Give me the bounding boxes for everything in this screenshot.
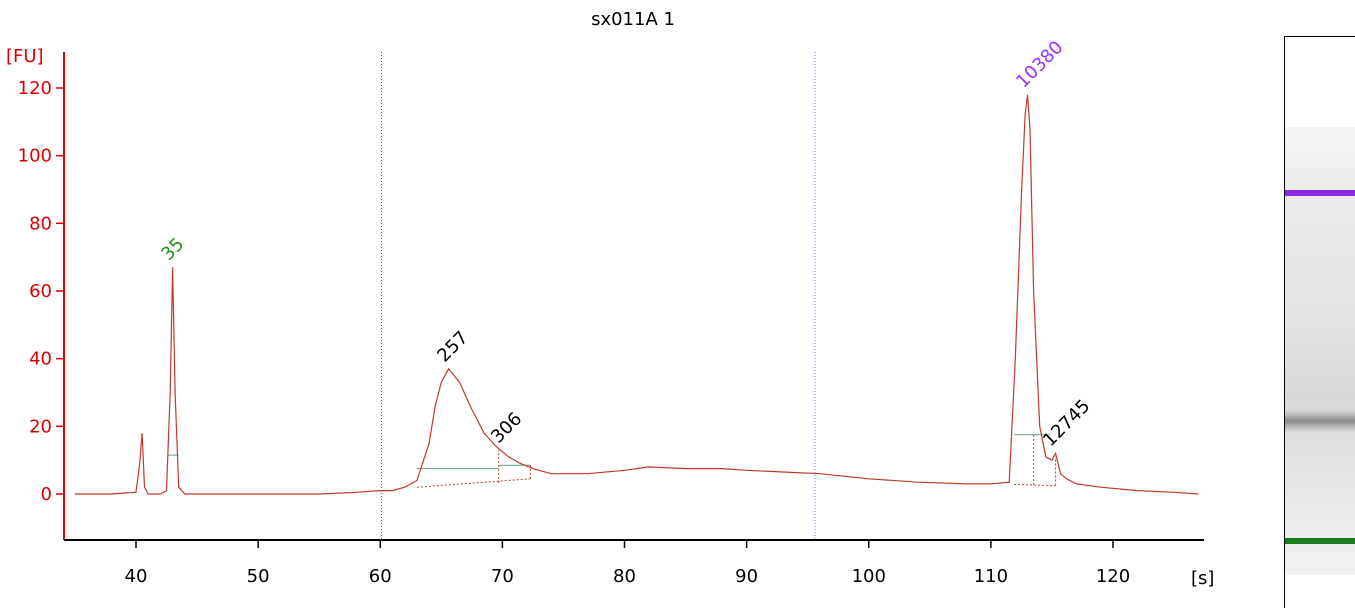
y-tick-label: 100 [18, 146, 52, 167]
gel-lane [1285, 127, 1355, 575]
x-tick-label: 100 [852, 566, 886, 587]
x-tick-label: 80 [613, 566, 636, 587]
y-tick-label: 40 [29, 349, 52, 370]
peak-label: 306 [487, 408, 526, 447]
peak-label: 10380 [1012, 37, 1067, 92]
y-tick-label: 60 [29, 281, 52, 302]
gel-band [1285, 410, 1355, 433]
x-axis-label: [s] [1191, 568, 1214, 589]
y-tick-label: 0 [41, 484, 52, 505]
gel-image-panel [1284, 36, 1355, 608]
x-tick-label: 120 [1096, 566, 1130, 587]
peak-label: 12745 [1039, 396, 1094, 451]
peak-label: 35 [157, 234, 188, 265]
peak-label: 257 [433, 327, 472, 366]
x-tick-label: 60 [369, 566, 392, 587]
y-axis-label: [FU] [6, 46, 44, 67]
electropherogram-chart: sx011A 1 [FU] [s] 0 20 40 60 80 100 120 40 50 60 7… [6, 9, 1214, 589]
chart-title: sx011A 1 [591, 9, 675, 30]
x-tick-label: 110 [974, 566, 1008, 587]
gel-band [1285, 189, 1355, 196]
x-tick-label: 90 [735, 566, 758, 587]
x-tick-label: 40 [125, 566, 148, 587]
gel-band [1285, 537, 1355, 544]
y-tick-label: 80 [29, 213, 52, 234]
peak-integration-line [416, 478, 531, 488]
x-tick-label: 70 [491, 566, 514, 587]
y-tick-label: 20 [29, 416, 52, 437]
trace-line [74, 94, 1199, 495]
x-tick-label: 50 [247, 566, 270, 587]
peak-integration-line [1014, 484, 1056, 487]
y-tick-label: 120 [18, 78, 52, 99]
